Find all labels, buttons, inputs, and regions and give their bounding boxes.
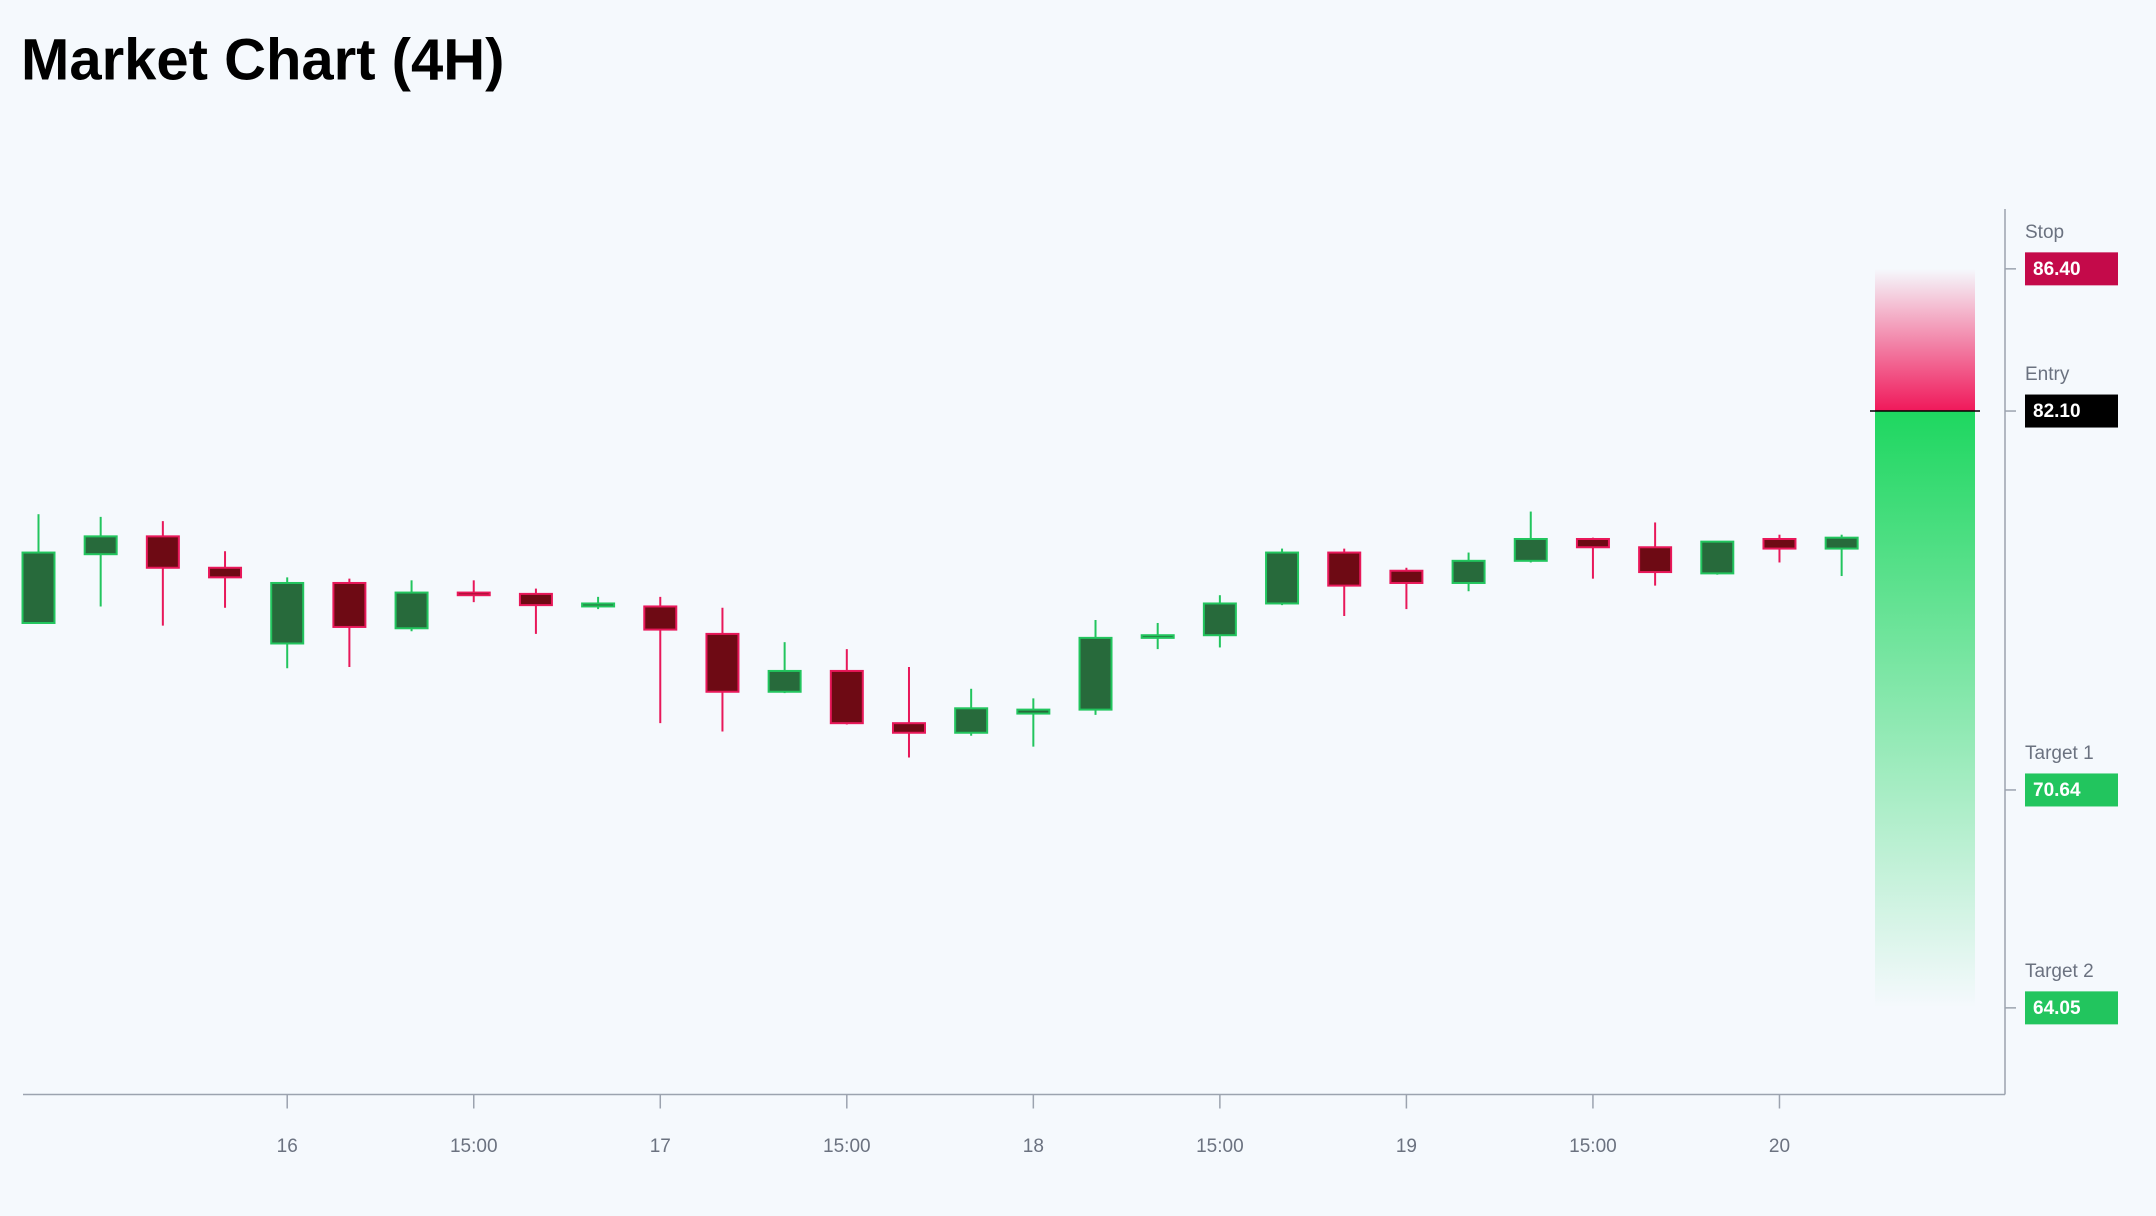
candle-body bbox=[1016, 708, 1051, 715]
x-tick-label: 16 bbox=[277, 1136, 298, 1157]
level-value: 82.10 bbox=[2033, 401, 2081, 422]
level-name: Stop bbox=[2025, 222, 2064, 243]
candle-body bbox=[1078, 636, 1113, 711]
level-box bbox=[2025, 773, 2118, 807]
x-tick-label: 15:00 bbox=[1196, 1136, 1244, 1157]
level-value: 86.40 bbox=[2033, 259, 2081, 280]
x-tick-label: 15:00 bbox=[450, 1136, 498, 1157]
candle-body bbox=[518, 592, 553, 607]
level-value: 70.64 bbox=[2033, 780, 2081, 801]
x-tick-label: 19 bbox=[1396, 1136, 1417, 1157]
candle-body bbox=[394, 591, 429, 630]
candle-body bbox=[1327, 551, 1362, 587]
x-tick-label: 15:00 bbox=[823, 1136, 871, 1157]
candle-body bbox=[1700, 540, 1735, 575]
level-name: Target 1 bbox=[2025, 743, 2094, 764]
candle-body bbox=[1202, 602, 1237, 637]
level-value: 64.05 bbox=[2033, 998, 2081, 1019]
risk-zone bbox=[1875, 268, 1975, 412]
candle-body bbox=[1513, 537, 1548, 562]
candle-body bbox=[1638, 546, 1673, 574]
candle-body bbox=[1762, 537, 1797, 550]
level-name: Target 2 bbox=[2025, 961, 2094, 982]
candle-body bbox=[270, 581, 305, 645]
x-tick-label: 15:00 bbox=[1569, 1136, 1617, 1157]
candle-body bbox=[829, 669, 864, 725]
level-box bbox=[2025, 991, 2118, 1025]
candle-body bbox=[767, 669, 802, 693]
x-tick-label: 18 bbox=[1023, 1136, 1044, 1157]
chart-title: Market Chart (4H) bbox=[21, 27, 504, 92]
candle-body bbox=[21, 551, 56, 624]
candle-body bbox=[456, 591, 491, 597]
candle-body bbox=[705, 632, 740, 693]
candle-body bbox=[1140, 634, 1175, 639]
candle-body bbox=[1389, 569, 1424, 584]
x-tick-label: 20 bbox=[1769, 1136, 1790, 1157]
candle-body bbox=[208, 566, 243, 579]
candle-body bbox=[83, 535, 118, 556]
candle-body bbox=[1824, 536, 1859, 550]
candle-body bbox=[643, 605, 678, 631]
x-tick-label: 17 bbox=[650, 1136, 671, 1157]
candle-body bbox=[1575, 537, 1610, 549]
candle-body bbox=[891, 722, 926, 734]
level-name: Entry bbox=[2025, 364, 2070, 385]
level-box bbox=[2025, 394, 2118, 428]
candle-body bbox=[145, 535, 180, 569]
candle-body bbox=[581, 602, 616, 608]
candle-body bbox=[954, 707, 989, 734]
candle-body bbox=[1451, 559, 1486, 584]
level-box bbox=[2025, 252, 2118, 286]
candle-body bbox=[332, 581, 367, 628]
candle-body bbox=[1265, 551, 1300, 605]
reward-zone bbox=[1875, 411, 1975, 1008]
